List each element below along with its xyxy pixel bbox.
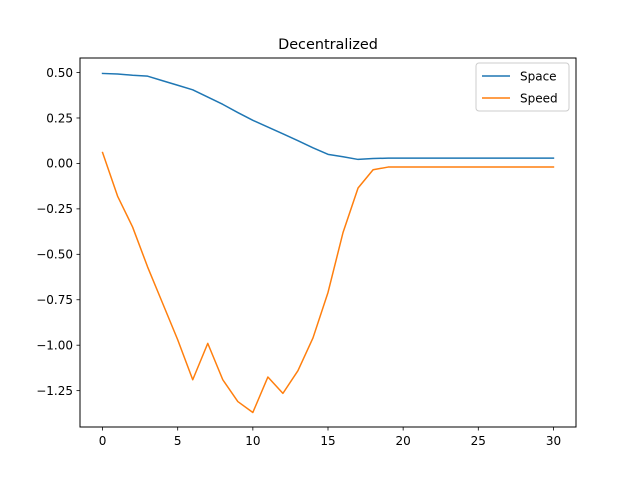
data-point-speed-19 bbox=[387, 166, 389, 168]
data-point-speed-4 bbox=[161, 302, 163, 304]
data-point-space-10 bbox=[252, 119, 254, 121]
data-point-speed-1 bbox=[116, 195, 118, 197]
y-tick-label-0-25: 0.25 bbox=[46, 111, 73, 125]
data-point-speed-21 bbox=[417, 166, 419, 168]
data-point-speed-25 bbox=[477, 166, 479, 168]
y-tick-label-minus1-00: −1.00 bbox=[36, 339, 73, 353]
x-tick-label-25: 25 bbox=[471, 434, 486, 448]
data-point-speed-17 bbox=[357, 187, 359, 189]
data-point-space-1 bbox=[116, 73, 118, 75]
x-tick-label-15: 15 bbox=[320, 434, 335, 448]
data-point-speed-9 bbox=[237, 400, 239, 402]
data-point-space-25 bbox=[477, 157, 479, 159]
data-point-speed-0 bbox=[101, 151, 103, 153]
chart-title: Decentralized bbox=[278, 37, 378, 53]
data-point-speed-7 bbox=[207, 342, 209, 344]
data-point-space-22 bbox=[432, 157, 434, 159]
data-point-speed-20 bbox=[402, 166, 404, 168]
series-line-space bbox=[101, 72, 555, 161]
legend-label-space: Space bbox=[520, 70, 557, 84]
data-point-space-3 bbox=[146, 75, 148, 77]
y-tick-label-0-00: 0.00 bbox=[46, 157, 73, 171]
data-point-space-20 bbox=[402, 157, 404, 159]
data-point-speed-18 bbox=[372, 169, 374, 171]
data-point-speed-30 bbox=[552, 166, 554, 168]
data-point-space-13 bbox=[297, 140, 299, 142]
data-point-speed-16 bbox=[342, 231, 344, 233]
data-point-speed-8 bbox=[222, 379, 224, 381]
data-point-space-12 bbox=[282, 133, 284, 135]
data-point-space-21 bbox=[417, 157, 419, 159]
y-tick-label-0-50: 0.50 bbox=[46, 66, 73, 80]
series-layer bbox=[101, 72, 555, 414]
data-point-speed-23 bbox=[447, 166, 449, 168]
data-point-space-17 bbox=[357, 158, 359, 160]
data-point-speed-15 bbox=[327, 291, 329, 293]
y-axis: 0.50 0.25 0.00 −0.25 −0.50 −0.75 −1.00 −1.25 bbox=[36, 66, 80, 398]
y-tick-label-minus0-75: −0.75 bbox=[36, 293, 73, 307]
data-point-speed-12 bbox=[282, 392, 284, 394]
data-point-space-29 bbox=[537, 157, 539, 159]
x-tick-label-30: 30 bbox=[546, 434, 561, 448]
data-point-space-26 bbox=[492, 157, 494, 159]
x-axis: 0 5 10 15 20 25 30 bbox=[99, 427, 561, 448]
data-point-speed-6 bbox=[192, 379, 194, 381]
data-point-space-6 bbox=[192, 89, 194, 91]
data-point-space-4 bbox=[161, 80, 163, 82]
data-point-space-30 bbox=[552, 157, 554, 159]
data-point-speed-22 bbox=[432, 166, 434, 168]
y-tick-label-minus0-50: −0.50 bbox=[36, 248, 73, 262]
data-point-space-5 bbox=[177, 84, 179, 86]
data-point-speed-14 bbox=[312, 337, 314, 339]
x-tick-label-20: 20 bbox=[396, 434, 411, 448]
x-tick-label-5: 5 bbox=[174, 434, 182, 448]
series-line-speed bbox=[101, 151, 555, 414]
data-point-space-11 bbox=[267, 126, 269, 128]
data-point-space-27 bbox=[507, 157, 509, 159]
x-tick-label-0: 0 bbox=[99, 434, 107, 448]
data-point-speed-13 bbox=[297, 369, 299, 371]
data-point-space-14 bbox=[312, 147, 314, 149]
data-point-space-9 bbox=[237, 111, 239, 113]
legend-box bbox=[475, 62, 570, 112]
data-point-speed-24 bbox=[462, 166, 464, 168]
legend-label-speed: Speed bbox=[520, 92, 558, 106]
data-point-speed-27 bbox=[507, 166, 509, 168]
data-point-space-2 bbox=[131, 74, 133, 76]
data-point-speed-29 bbox=[537, 166, 539, 168]
data-point-speed-11 bbox=[267, 376, 269, 378]
y-tick-label-minus1-25: −1.25 bbox=[36, 384, 73, 398]
data-point-space-8 bbox=[222, 103, 224, 105]
data-point-speed-28 bbox=[522, 166, 524, 168]
data-point-speed-10 bbox=[252, 411, 254, 413]
data-point-speed-2 bbox=[131, 226, 133, 228]
data-point-speed-5 bbox=[177, 339, 179, 341]
data-point-space-16 bbox=[342, 156, 344, 158]
legend: Space Speed bbox=[475, 62, 570, 112]
data-point-space-18 bbox=[372, 157, 374, 159]
y-tick-label-minus0-25: −0.25 bbox=[36, 202, 73, 216]
data-point-space-15 bbox=[327, 153, 329, 155]
data-point-space-19 bbox=[387, 157, 389, 159]
data-point-space-7 bbox=[207, 96, 209, 98]
data-point-space-0 bbox=[101, 72, 103, 74]
data-point-speed-3 bbox=[146, 266, 148, 268]
data-point-space-24 bbox=[462, 157, 464, 159]
data-point-speed-26 bbox=[492, 166, 494, 168]
data-point-space-23 bbox=[447, 157, 449, 159]
x-tick-label-10: 10 bbox=[245, 434, 260, 448]
data-point-space-28 bbox=[522, 157, 524, 159]
plot-frame bbox=[79, 57, 577, 428]
